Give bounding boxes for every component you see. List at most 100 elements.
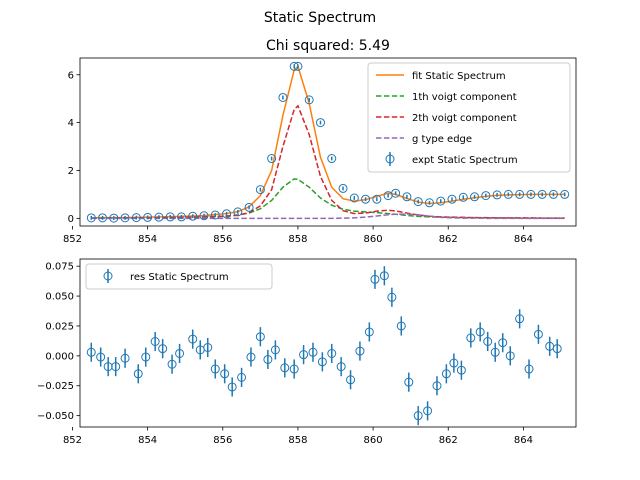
data-point xyxy=(86,213,96,223)
data-point xyxy=(227,382,237,392)
data-point xyxy=(220,369,230,379)
data-point xyxy=(338,183,348,193)
data-point xyxy=(327,154,337,164)
series-line-0 xyxy=(91,64,565,219)
data-point xyxy=(308,347,318,357)
data-point xyxy=(133,369,143,379)
data-point xyxy=(203,342,213,352)
data-point xyxy=(432,381,442,391)
data-point xyxy=(141,352,151,362)
x-tick-label: 854 xyxy=(138,435,157,446)
data-point xyxy=(391,188,401,198)
data-point xyxy=(263,354,273,364)
data-point xyxy=(233,207,243,217)
data-point xyxy=(424,198,434,208)
data-point xyxy=(143,212,153,222)
data-point xyxy=(349,193,359,203)
axes-frame xyxy=(79,258,577,428)
legend: fit Static Spectrum 1th voigt component 2t… xyxy=(367,62,571,173)
y-tick-label: −0.025 xyxy=(37,381,74,392)
data-point xyxy=(270,345,280,355)
data-point xyxy=(111,362,121,372)
data-point xyxy=(280,363,290,373)
data-point xyxy=(244,202,254,212)
data-point xyxy=(278,92,288,102)
data-point xyxy=(441,369,451,379)
data-point xyxy=(315,118,325,128)
data-point xyxy=(364,327,374,337)
data-point xyxy=(505,351,515,361)
data-point xyxy=(86,347,96,357)
data-point xyxy=(327,348,337,358)
legend-box xyxy=(85,263,273,290)
data-point xyxy=(372,194,382,204)
data-point xyxy=(255,185,265,195)
data-point xyxy=(120,213,130,223)
legend-marker xyxy=(385,154,395,164)
x-tick-label: 864 xyxy=(514,435,533,446)
data-point xyxy=(560,189,570,199)
y-tick-label: 4 xyxy=(68,118,74,129)
data-point xyxy=(515,314,525,324)
x-tick-label: 862 xyxy=(439,234,458,245)
data-point xyxy=(475,327,485,337)
data-point xyxy=(436,196,446,206)
y-tick-label: −0.050 xyxy=(37,411,74,422)
data-point xyxy=(503,189,513,199)
x-tick-label: 862 xyxy=(439,435,458,446)
data-point xyxy=(449,358,459,368)
data-point xyxy=(483,337,493,347)
data-point xyxy=(317,357,327,367)
data-point xyxy=(120,353,130,363)
legend-label: g type edge xyxy=(412,134,472,145)
data-point xyxy=(470,192,480,202)
x-tick-label: 864 xyxy=(514,234,533,245)
data-point xyxy=(537,189,547,199)
data-point xyxy=(387,292,397,302)
data-point xyxy=(154,212,164,222)
data-point xyxy=(447,194,457,204)
x-tick-label: 854 xyxy=(138,234,157,245)
data-point xyxy=(188,211,198,221)
data-point xyxy=(299,350,309,360)
data-point xyxy=(370,274,380,284)
data-point xyxy=(289,364,299,374)
series-line-2 xyxy=(91,104,565,219)
legend-label: 2th voigt component xyxy=(412,113,517,124)
data-point xyxy=(96,352,106,362)
data-point xyxy=(346,375,356,385)
x-tick-label: 860 xyxy=(364,234,383,245)
data-point xyxy=(109,213,119,223)
series-line-1 xyxy=(91,178,565,219)
data-point xyxy=(413,197,423,207)
data-point xyxy=(404,377,414,387)
legend-label: 1th voigt component xyxy=(412,92,517,103)
data-point xyxy=(492,190,502,200)
x-tick-label: 852 xyxy=(63,234,82,245)
data-point xyxy=(423,406,433,416)
data-point xyxy=(199,211,209,221)
legend-marker xyxy=(103,271,113,281)
data-point xyxy=(456,365,466,375)
data-point xyxy=(524,364,534,374)
data-point xyxy=(176,212,186,222)
y-tick-label: 0.025 xyxy=(45,321,74,332)
data-point xyxy=(167,359,177,369)
data-point xyxy=(458,192,468,202)
data-point xyxy=(222,209,232,219)
data-point xyxy=(150,337,160,347)
legend: res Static Spectrum xyxy=(85,263,273,290)
data-point xyxy=(466,333,476,343)
data-point xyxy=(336,362,346,372)
data-point xyxy=(498,338,508,348)
residual-panel: 852 854 856 858 860 862 864 −0.050 −0.025 0.000 0.… xyxy=(37,258,577,446)
data-point xyxy=(361,194,371,204)
legend-label: res Static Spectrum xyxy=(130,272,229,283)
y-tick-label: 0.075 xyxy=(45,262,74,273)
data-point xyxy=(293,61,303,71)
y-tick-label: 2 xyxy=(68,166,74,177)
y-tick-label: 6 xyxy=(68,70,74,81)
data-point xyxy=(158,344,168,354)
data-point xyxy=(304,95,314,105)
